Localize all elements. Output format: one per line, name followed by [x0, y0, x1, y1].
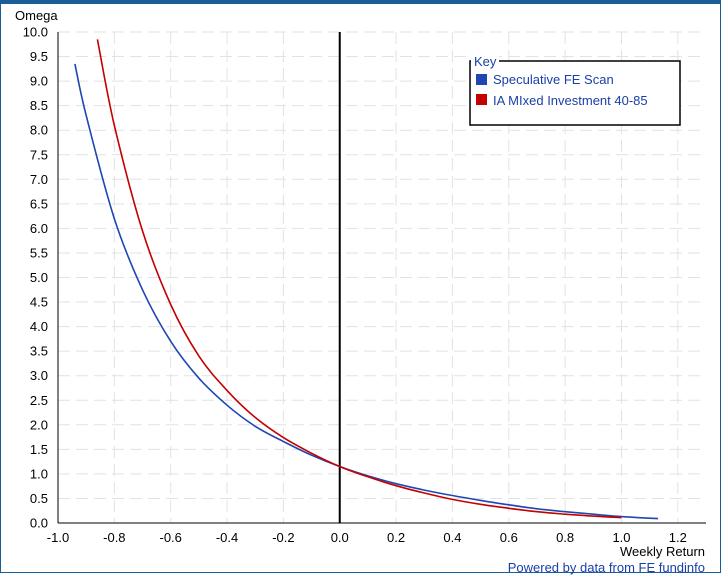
x-tick-label: 0.6	[500, 530, 518, 545]
x-axis-title: Weekly Return	[620, 544, 705, 559]
x-tick-label: -0.8	[103, 530, 125, 545]
x-tick-label: -1.0	[47, 530, 69, 545]
y-tick-label: 1.5	[30, 442, 48, 457]
y-tick-label: 8.5	[30, 98, 48, 113]
y-tick-label: 2.5	[30, 393, 48, 408]
x-tick-label: -0.6	[159, 530, 181, 545]
y-tick-label: 6.0	[30, 221, 48, 236]
credit-link[interactable]: Powered by data from FE fundinfo	[508, 560, 705, 575]
y-tick-label: 5.0	[30, 270, 48, 285]
series-line-speculative	[74, 63, 659, 520]
y-tick-label: 9.5	[30, 49, 48, 64]
y-tick-labels: 0.0 0.5 1.0 1.5 2.0 2.5 3.0 3.5 4.0 4.5 5.0 5.5 6.0 6…	[23, 25, 48, 531]
y-tick-label: 6.5	[30, 196, 48, 211]
x-tick-label: -0.4	[216, 530, 238, 545]
x-tick-label: 0.0	[331, 530, 349, 545]
legend-label-ia-mixed: IA MIxed Investment 40-85	[493, 93, 648, 108]
y-tick-label: 3.0	[30, 368, 48, 383]
y-tick-label: 2.0	[30, 417, 48, 432]
y-tick-label: 1.0	[30, 466, 48, 481]
legend-swatch-ia-mixed	[476, 94, 487, 105]
y-tick-label: 0.5	[30, 491, 48, 506]
series-line-ia-mixed	[96, 39, 622, 519]
legend-title: Key	[474, 54, 497, 69]
legend-label-speculative: Speculative FE Scan	[493, 72, 614, 87]
y-tick-label: 4.0	[30, 319, 48, 334]
y-tick-label: 7.0	[30, 172, 48, 187]
y-tick-label: 10.0	[23, 25, 48, 40]
y-tick-label: 0.0	[30, 516, 48, 531]
y-tick-label: 5.5	[30, 245, 48, 260]
y-axis-title: Omega	[15, 8, 58, 23]
x-tick-labels: -1.0 -0.8 -0.6 -0.4 -0.2 0.0 0.2 0.4 0.6 0.8 1.0 1.…	[47, 530, 687, 545]
series-group	[74, 39, 659, 520]
y-tick-label: 4.5	[30, 295, 48, 310]
x-tick-label: 0.8	[556, 530, 574, 545]
omega-chart: 0.0 0.5 1.0 1.5 2.0 2.5 3.0 3.5 4.0 4.5 5.0 5.5 6.0 6…	[15, 8, 706, 575]
legend-title-bg	[471, 55, 499, 67]
x-tick-label: 0.2	[387, 530, 405, 545]
x-tick-label: 1.2	[669, 530, 687, 545]
x-tick-label: 0.4	[443, 530, 461, 545]
y-tick-label: 3.5	[30, 344, 48, 359]
plot-border	[57, 32, 706, 524]
y-tick-label: 7.5	[30, 147, 48, 162]
x-tick-label: -0.2	[272, 530, 294, 545]
x-tick-label: 1.0	[612, 530, 630, 545]
y-tick-label: 9.0	[30, 74, 48, 89]
legend-box	[469, 60, 681, 126]
y-tick-label: 8.0	[30, 123, 48, 138]
legend-swatch-speculative	[476, 74, 487, 85]
legend: Key Speculative FE Scan IA MIxed Investm…	[469, 54, 681, 126]
